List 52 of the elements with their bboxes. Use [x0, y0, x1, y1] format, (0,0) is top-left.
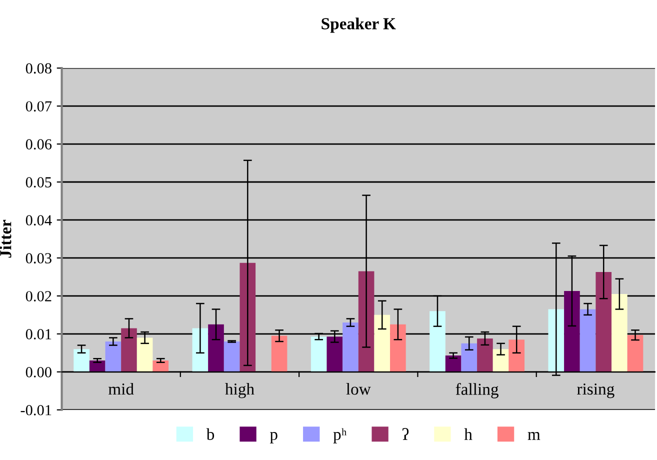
bar: [310, 336, 327, 372]
legend-label: pʰ: [333, 428, 346, 444]
bar: [152, 360, 169, 372]
bar: [492, 349, 509, 372]
bar: [74, 349, 90, 372]
bar: [477, 338, 493, 372]
bar: [240, 262, 256, 372]
bar: [192, 328, 208, 372]
y-tick-label: 0.03: [26, 253, 52, 264]
bar: [208, 324, 224, 372]
bar: [121, 328, 137, 372]
y-tick-label: 0.08: [26, 63, 52, 74]
bar: [374, 314, 390, 372]
y-tick-label: 0.07: [26, 101, 52, 112]
bar: [627, 335, 644, 372]
x-tick-label: high: [225, 382, 254, 398]
x-tick-label: low: [346, 382, 371, 395]
bar: [596, 272, 612, 372]
bar: [224, 342, 240, 372]
y-tick-label: 0.06: [26, 139, 52, 150]
legend-label: h: [464, 428, 472, 440]
bar: [89, 360, 106, 372]
y-tick-label: 0.02: [26, 291, 52, 302]
legend-label: m: [528, 432, 540, 440]
bar: [105, 342, 122, 372]
legend-label: b: [206, 428, 214, 440]
bar: [612, 294, 628, 372]
bar: [271, 336, 288, 372]
legend-label: ʔ: [402, 428, 409, 440]
bar: [390, 324, 406, 372]
bar: [548, 309, 564, 372]
bar: [136, 338, 153, 372]
bar: [445, 356, 462, 372]
y-tick-label: 0.04: [26, 215, 52, 226]
x-tick-label: mid: [108, 382, 134, 395]
chart-title: Speaker K: [322, 18, 396, 33]
bar: [508, 340, 525, 372]
legend-label: p: [270, 432, 278, 444]
x-tick-label: rising: [577, 383, 614, 398]
bar: [564, 290, 580, 372]
bar: [580, 309, 596, 372]
x-tick-label: falling: [456, 382, 498, 398]
bar: [358, 271, 374, 372]
y-tick-label: 0.00: [26, 367, 52, 378]
bar: [430, 311, 446, 372]
y-axis-title: Jitter: [0, 220, 12, 258]
bar: [342, 322, 358, 372]
bar: [326, 336, 343, 372]
y-tick-label: -0.01: [20, 405, 52, 416]
y-tick-label: 0.01: [26, 329, 52, 340]
bar: [461, 343, 478, 372]
y-tick-label: 0.05: [26, 177, 52, 188]
